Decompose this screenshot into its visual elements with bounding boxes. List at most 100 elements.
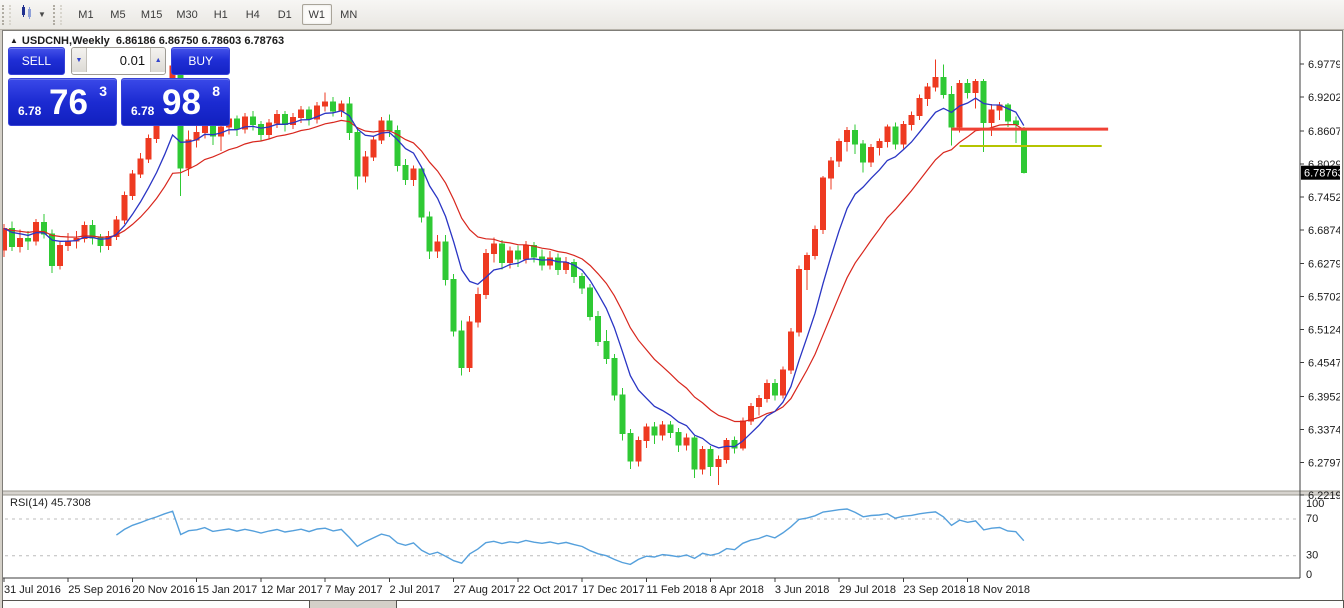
candle-body <box>410 168 417 180</box>
timeframe-button-w1[interactable]: W1 <box>301 4 332 25</box>
volume-decrease-button[interactable]: ▼ <box>71 48 88 72</box>
candle-body <box>490 243 497 254</box>
candle-body <box>121 194 128 221</box>
candle-body <box>603 340 610 359</box>
rsi-scale-label: 70 <box>1306 513 1318 525</box>
toolbar-grip[interactable] <box>2 4 11 25</box>
date-label: 27 Aug 2017 <box>454 584 516 596</box>
buy-price-tile[interactable]: 6.78 98 8 <box>121 78 230 126</box>
candle-body <box>699 449 706 470</box>
candle-body <box>884 126 891 143</box>
timeframe-button-m30[interactable]: M30 <box>170 4 203 25</box>
candle-body <box>49 233 56 266</box>
candle-body <box>675 431 682 446</box>
candle-body <box>249 116 256 126</box>
candle-body <box>643 426 650 441</box>
candle-body <box>338 103 345 112</box>
symbol-period-label: USDCNH,Weekly <box>21 35 110 47</box>
candle-body <box>450 279 457 332</box>
candle-body <box>105 235 112 246</box>
ohlc-values: 6.86186 6.86750 6.78603 6.78763 <box>115 35 285 47</box>
candle-body <box>81 225 88 240</box>
date-label: 23 Sep 2018 <box>903 584 965 596</box>
chart-title: ▲ USDCNH,Weekly 6.86186 6.86750 6.78603 6… <box>10 35 284 47</box>
volume-input[interactable] <box>87 48 151 72</box>
price-tick-label: 6.74520 <box>1308 192 1340 204</box>
volume-increase-button[interactable]: ▲ <box>150 48 166 72</box>
rsi-name: RSI(14) <box>10 497 48 509</box>
chevron-down-icon[interactable]: ▼ <box>38 9 46 19</box>
docked-window-edge[interactable] <box>2 600 310 608</box>
candle-body <box>651 426 658 436</box>
date-label: 17 Dec 2017 <box>582 584 644 596</box>
top-toolbar: ▼ M1 M5 M15 M30 H1 H4 D1 W1 MN <box>0 0 1344 30</box>
timeframe-button-mn[interactable]: MN <box>334 4 364 25</box>
buy-button[interactable]: BUY <box>171 47 231 75</box>
candle-body <box>298 109 305 119</box>
candle-body <box>691 437 698 470</box>
chart-cursor-icon <box>20 5 36 24</box>
timeframe-button-h4[interactable]: H4 <box>238 4 268 25</box>
collapse-triangle-icon[interactable]: ▲ <box>10 36 18 45</box>
docked-window-edge[interactable] <box>396 600 1344 608</box>
rsi-scale-label: 100 <box>1306 498 1324 510</box>
date-label: 31 Jul 2016 <box>4 584 61 596</box>
ma-fast-line <box>3 97 1025 449</box>
timeframe-button-m15[interactable]: M15 <box>135 4 168 25</box>
sell-price-tile[interactable]: 6.78 76 3 <box>8 78 117 126</box>
candle-body <box>129 173 136 196</box>
candle-body <box>579 275 586 289</box>
timeframe-button-h1[interactable]: H1 <box>206 4 236 25</box>
chart-cursor-tool-button[interactable]: ▼ <box>15 3 51 27</box>
date-label: 7 May 2017 <box>325 584 382 596</box>
rsi-indicator-label: RSI(14) 45.7308 <box>10 497 91 509</box>
candle-body <box>595 316 602 342</box>
price-tick-label: 6.97795 <box>1308 59 1340 71</box>
candle-body <box>619 394 626 435</box>
candle-body <box>908 114 915 126</box>
sell-button[interactable]: SELL <box>8 47 65 75</box>
candle-body <box>402 165 409 180</box>
date-label: 3 Jun 2018 <box>775 584 829 596</box>
rsi-line <box>115 508 1025 566</box>
candle-body <box>611 357 618 396</box>
candle-body <box>346 103 353 134</box>
price-tick-label: 6.62795 <box>1308 259 1340 271</box>
date-label: 12 Mar 2017 <box>261 584 323 596</box>
candle-body <box>795 268 802 333</box>
candle-body <box>763 382 770 399</box>
candle-body <box>9 227 16 248</box>
candle-body <box>587 287 594 318</box>
panel-separator[interactable] <box>3 491 1340 495</box>
rsi-scale-label: 30 <box>1306 550 1318 562</box>
candle-body <box>233 118 240 130</box>
rsi-value: 45.7308 <box>50 497 91 509</box>
price-tick-label: 6.33745 <box>1308 424 1340 436</box>
candle-body <box>1004 104 1011 122</box>
arrow-up-icon: ▲ <box>154 56 162 64</box>
candle-body <box>860 143 867 163</box>
price-tick-label: 6.45470 <box>1308 358 1340 370</box>
candle-body <box>683 437 690 446</box>
toolbar-grip[interactable] <box>52 4 62 25</box>
candle-body <box>715 458 722 468</box>
candle-body <box>739 420 746 449</box>
candle-body <box>868 146 875 163</box>
price-tick-label: 6.92020 <box>1308 92 1340 104</box>
timeframe-button-m5[interactable]: M5 <box>103 4 133 25</box>
timeframe-button-d1[interactable]: D1 <box>270 4 300 25</box>
timeframe-button-m1[interactable]: M1 <box>71 4 101 25</box>
price-tick-label: 6.22195 <box>1308 490 1340 502</box>
candle-body <box>458 330 465 368</box>
date-label: 25 Sep 2016 <box>68 584 130 596</box>
candle-body <box>852 129 859 145</box>
price-tick-label: 6.39520 <box>1308 391 1340 403</box>
candle-body <box>563 262 570 270</box>
candle-body <box>282 113 289 126</box>
candle-body <box>635 439 642 462</box>
candle-body <box>482 252 489 296</box>
candle-body <box>506 250 513 264</box>
candle-body <box>145 137 152 160</box>
ma-slow-line <box>3 119 1025 423</box>
date-label: 29 Jul 2018 <box>839 584 896 596</box>
